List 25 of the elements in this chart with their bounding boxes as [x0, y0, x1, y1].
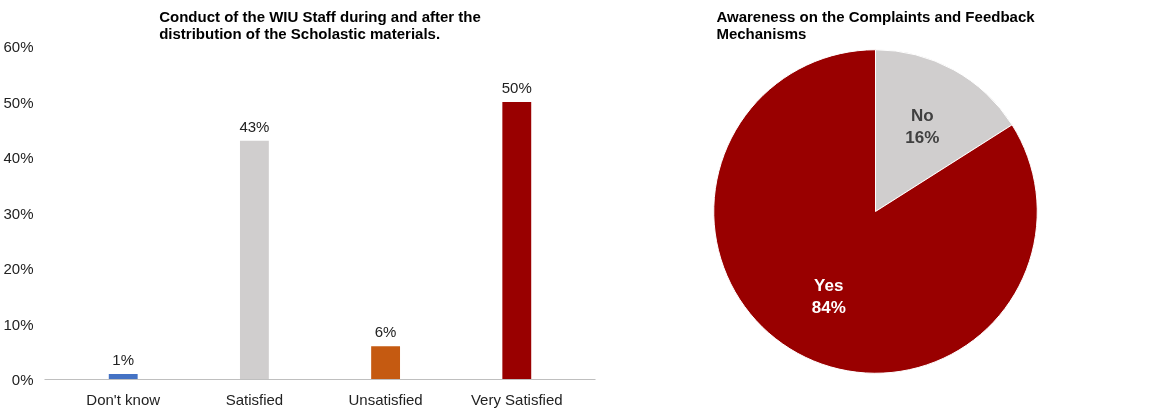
y-tick-label: 20%	[3, 260, 34, 277]
bar	[108, 373, 138, 380]
y-tick-label: 30%	[3, 204, 34, 222]
y-tick-label: 50%	[3, 93, 34, 111]
x-tick-label: Very Satisfied	[470, 390, 563, 408]
data-label: 43%	[239, 117, 270, 135]
slice-label: No	[910, 105, 934, 125]
bar	[239, 140, 269, 380]
data-label: 50%	[501, 79, 532, 96]
bar	[502, 102, 532, 380]
data-label: 1%	[112, 350, 135, 368]
x-tick-label: Satisfied	[225, 390, 284, 408]
data-label: 16%	[905, 128, 940, 148]
chart-title: Conduct of the WIU Staff during and after the distribution of the Scholastic materials.	[159, 7, 481, 42]
y-tick-label: 10%	[3, 315, 34, 333]
data-label: 6%	[374, 323, 397, 341]
slice-label: Yes	[814, 275, 844, 295]
x-tick-label: Unsatisfied	[348, 390, 423, 408]
y-tick-label: 60%	[3, 38, 34, 55]
y-tick-label: 40%	[3, 149, 34, 166]
y-tick-label: 0%	[11, 371, 34, 388]
data-label: 84%	[811, 298, 846, 318]
x-tick-label: Don't know	[86, 390, 161, 408]
bar	[371, 346, 401, 380]
chart-title: Awareness on the Complaints and Feedback Mechanisms	[716, 7, 1036, 42]
